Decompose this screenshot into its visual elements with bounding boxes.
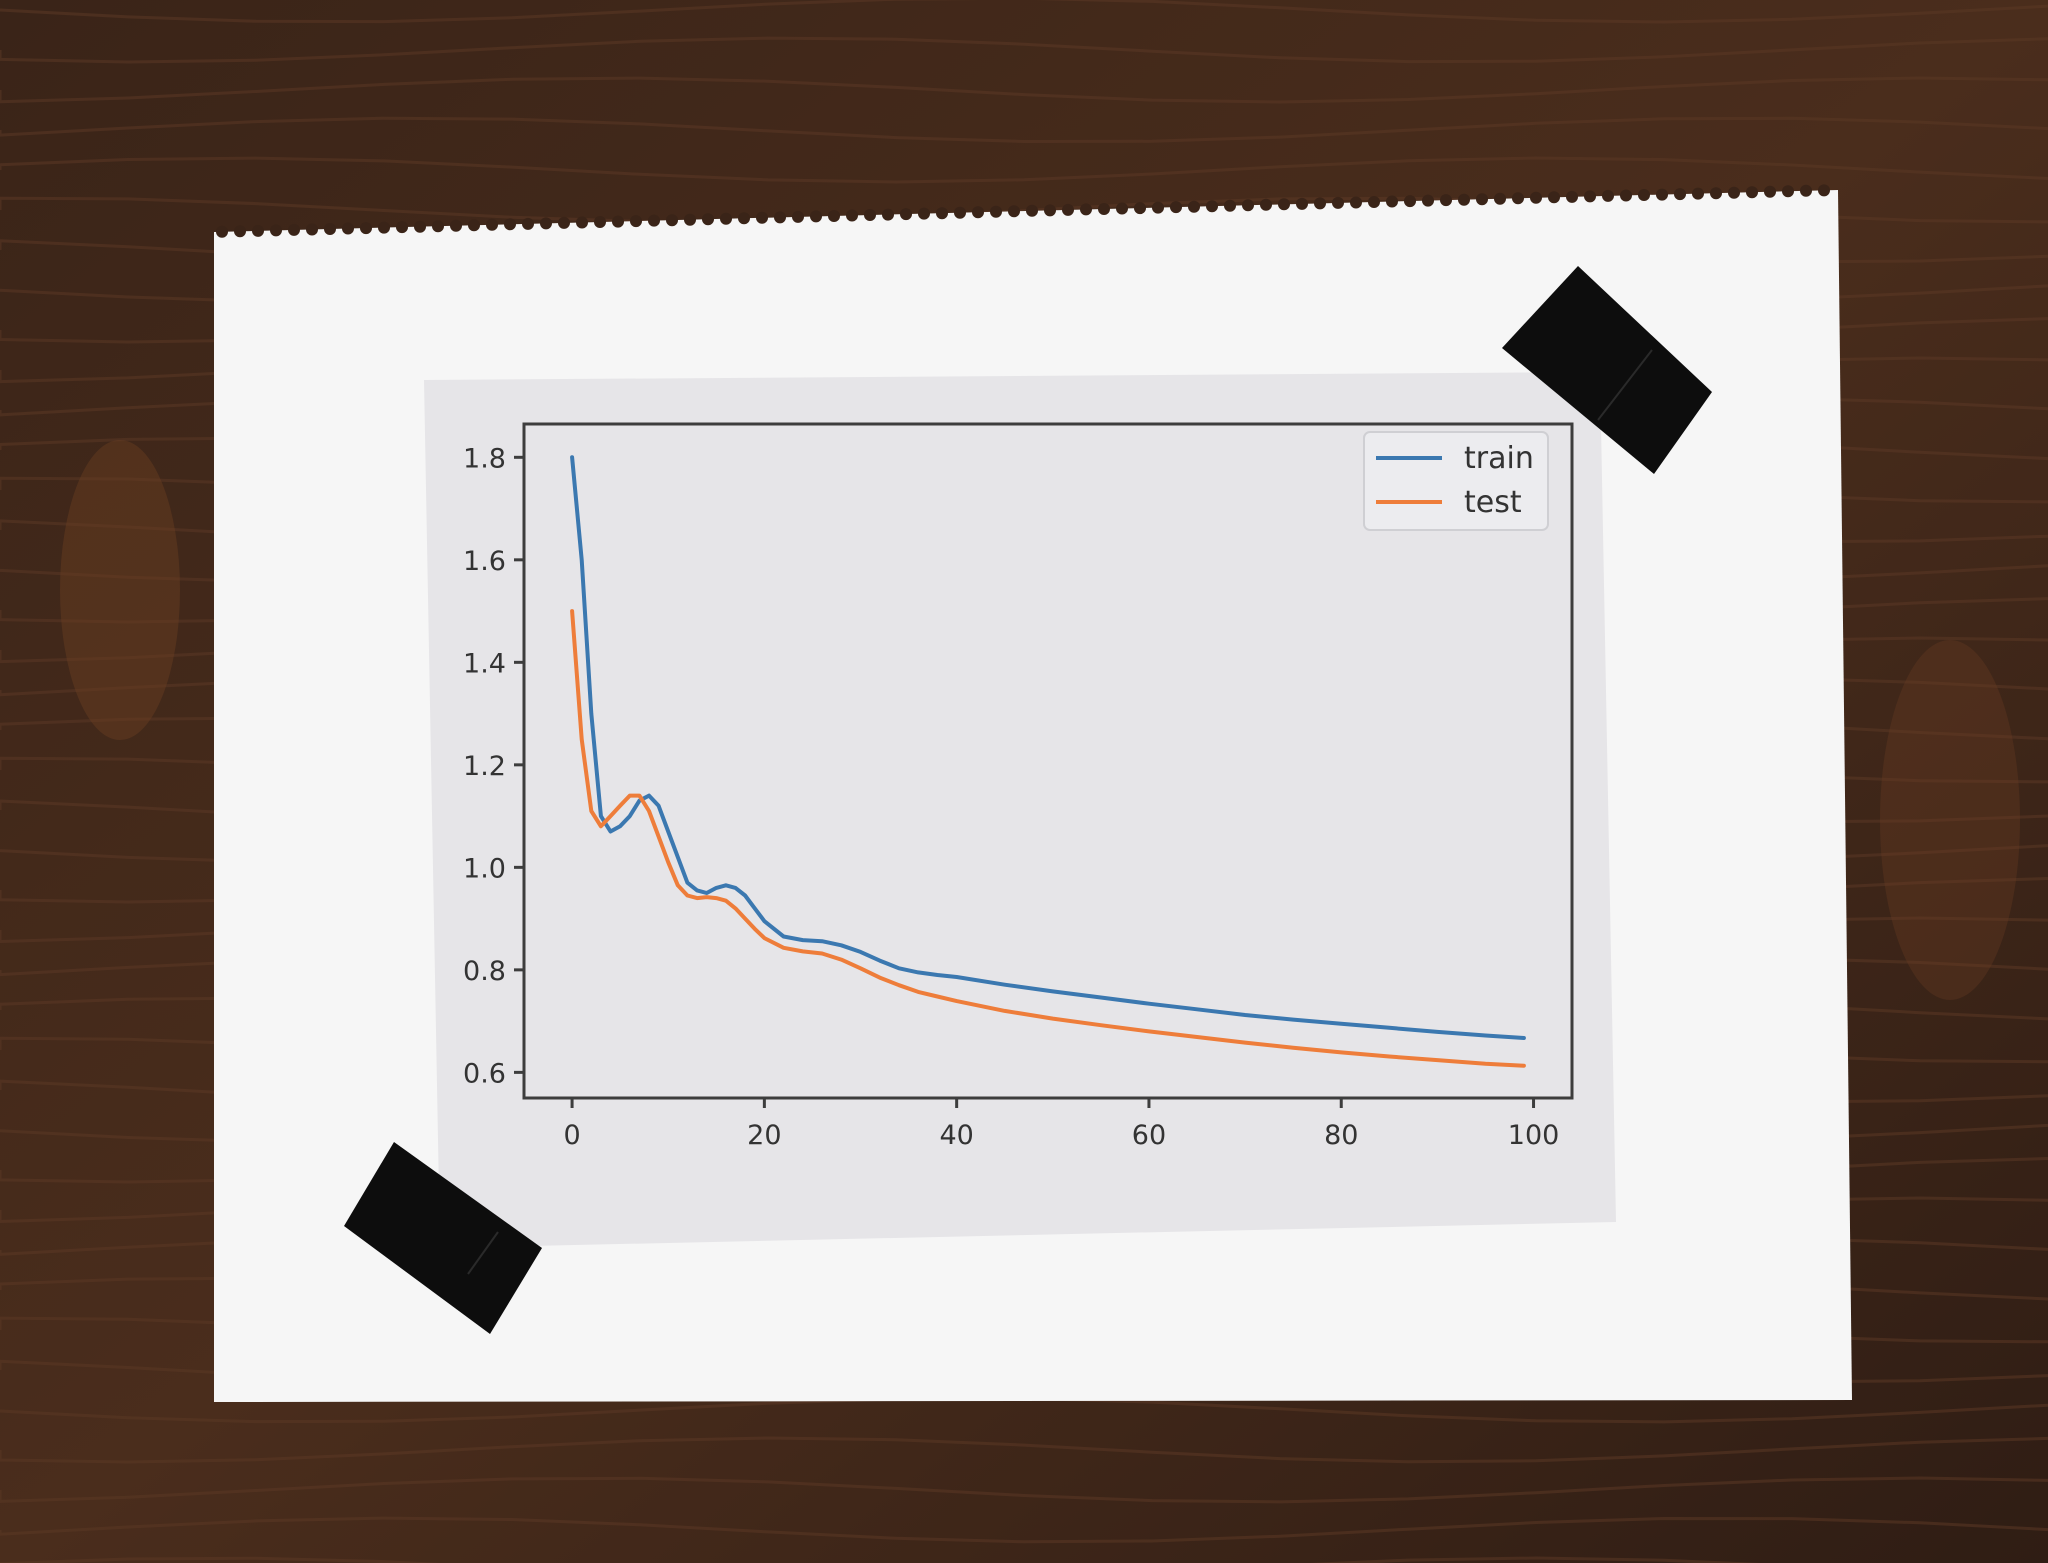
y-tick-label: 1.4 <box>463 648 506 679</box>
printed-plot-sheet <box>424 372 1616 1248</box>
series-lines <box>570 455 1526 1068</box>
x-tick-label: 100 <box>1508 1120 1560 1151</box>
x-tick-label: 0 <box>563 1120 580 1151</box>
y-tick-label: 1.2 <box>463 751 506 782</box>
legend-label-train: train <box>1464 441 1534 476</box>
series-line-train <box>570 455 1526 1040</box>
tape-bottom-left <box>344 1142 542 1334</box>
x-tick-label: 80 <box>1324 1120 1358 1151</box>
legend: train test <box>1363 431 1549 531</box>
series-line-test <box>570 609 1526 1068</box>
tape-top-right <box>1502 266 1712 474</box>
legend-label-test: test <box>1464 485 1522 520</box>
y-tick-label: 1.0 <box>463 853 506 884</box>
axes: 0 20 40 60 80 100 0.6 0.8 1.0 1.2 1.4 1.6 1.8 <box>463 443 1559 1151</box>
y-tick-label: 0.8 <box>463 956 506 987</box>
y-tick-label: 0.6 <box>463 1058 506 1089</box>
y-tick-label: 1.8 <box>463 443 506 474</box>
plot-frame <box>522 422 1574 1100</box>
x-tick-label: 40 <box>939 1120 973 1151</box>
line-chart: 0 20 40 60 80 100 0.6 0.8 1.0 1.2 1.4 1.6 1.8 train … <box>463 422 1574 1151</box>
x-tick-label: 20 <box>747 1120 781 1151</box>
x-tick-label: 60 <box>1132 1120 1166 1151</box>
y-tick-label: 1.6 <box>463 546 506 577</box>
